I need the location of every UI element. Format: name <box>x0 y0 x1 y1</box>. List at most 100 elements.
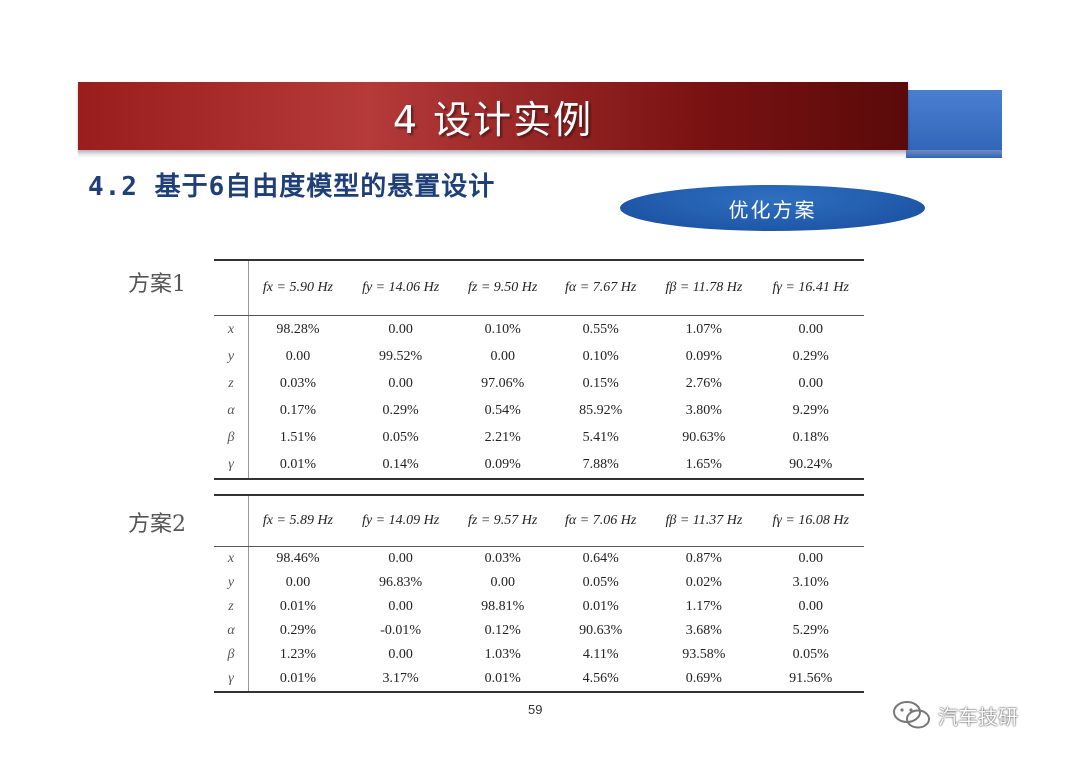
table-cell: 0.05% <box>792 647 829 662</box>
row-label: β <box>214 643 249 667</box>
table-cell: 0.03% <box>279 375 317 391</box>
row-label: x <box>214 315 249 343</box>
header-cell: fα = 7.67 Hz <box>551 259 651 316</box>
table-cell: 0.69% <box>650 667 758 693</box>
table-row: β 1.51% 0.05% 2.21% 5.41% 90.63% 0.18% <box>214 424 864 451</box>
header-cell: fy = 14.06 Hz <box>346 259 455 316</box>
table-row: z 0.01% 0.00 98.81% 0.01% 1.17% 0.00 <box>214 595 864 619</box>
banner-shadow <box>78 150 1002 158</box>
table-corner <box>214 494 249 547</box>
table-cell: 1.03% <box>484 647 521 662</box>
watermark-text: 汽车技研 <box>938 704 1018 729</box>
table-cell: 90.24% <box>757 451 864 480</box>
header-cell: fβ = 11.37 Hz <box>650 494 758 547</box>
slide-title: 4 设计实例 <box>392 97 594 142</box>
table-cell: 0.09% <box>685 348 722 364</box>
table-row: α 0.17% 0.29% 0.54% 85.92% 3.80% 9.29% <box>214 397 864 424</box>
table-cell: 0.00 <box>490 348 515 364</box>
row-label: y <box>214 343 249 370</box>
header-cell: fx = 5.89 Hz <box>248 494 347 547</box>
table-cell: 97.06% <box>481 375 525 391</box>
table-cell: 0.18% <box>792 429 829 445</box>
header-cell: fx = 5.90 Hz <box>248 259 347 316</box>
table-cell: 0.01% <box>454 667 552 693</box>
table-cell: 0.05% <box>582 575 619 590</box>
table-cell: 0.00 <box>388 647 413 662</box>
table-cell: 1.17% <box>685 599 722 614</box>
table-cell: 0.05% <box>382 429 419 445</box>
table-cell: 1.65% <box>650 451 758 480</box>
title-banner <box>78 82 908 150</box>
table-row: x 98.46% 0.00 0.03% 0.64% 0.87% 0.00 <box>214 546 864 571</box>
header-cell: fγ = 16.41 Hz <box>757 259 864 316</box>
table-cell: 0.00 <box>285 575 311 590</box>
table-cell: 99.52% <box>379 348 423 364</box>
row-label: γ <box>214 667 249 693</box>
table-cell: 0.00 <box>388 599 413 614</box>
table-cell: 0.55% <box>582 321 619 337</box>
row-label: γ <box>214 451 249 480</box>
table-cell: 0.29% <box>792 348 829 364</box>
table-cell: 96.83% <box>379 575 423 590</box>
table-cell: 3.17% <box>346 667 455 693</box>
table-cell: 0.01% <box>279 599 317 614</box>
table-cell: 0.54% <box>484 402 521 418</box>
section-heading: 4.2 基于6自由度模型的悬置设计 <box>88 172 496 202</box>
table-cell: 0.00 <box>798 599 823 614</box>
table-cell: 2.21% <box>484 429 521 445</box>
row-label: α <box>214 619 249 643</box>
table-cell: 0.14% <box>346 451 455 480</box>
table-cell: 0.64% <box>582 551 619 566</box>
table-cell: 2.76% <box>685 375 722 391</box>
table-cell: 5.41% <box>582 429 619 445</box>
scheme-1-label: 方案1 <box>128 272 186 297</box>
table-cell: 0.03% <box>484 551 521 566</box>
table-cell: 5.29% <box>792 623 829 638</box>
table-cell: 0.00 <box>490 575 515 590</box>
table-cell: 0.29% <box>279 623 317 638</box>
scheme-1-table: fx = 5.90 Hz fy = 14.06 Hz fz = 9.50 Hz … <box>214 259 864 480</box>
table-cell: 0.02% <box>685 575 722 590</box>
table-cell: 0.29% <box>382 402 419 418</box>
table-cell: 0.00 <box>798 321 823 337</box>
watermark: 汽车技研 <box>892 700 1018 730</box>
table-cell: 90.63% <box>682 429 726 445</box>
scheme-2-table: fx = 5.89 Hz fy = 14.09 Hz fz = 9.57 Hz … <box>214 494 864 693</box>
header-cell: fα = 7.06 Hz <box>551 494 651 547</box>
table-row: y 0.00 99.52% 0.00 0.10% 0.09% 0.29% <box>214 343 864 370</box>
row-label: y <box>214 571 249 595</box>
header-cell: fy = 14.09 Hz <box>346 494 455 547</box>
table-cell: 0.87% <box>685 551 722 566</box>
table-cell: 7.88% <box>551 451 651 480</box>
table-cell: 0.12% <box>484 623 521 638</box>
table-cell: 93.58% <box>682 647 726 662</box>
table-cell: 0.17% <box>279 402 317 418</box>
table-row: y 0.00 96.83% 0.00 0.05% 0.02% 3.10% <box>214 571 864 595</box>
header-cell: fz = 9.50 Hz <box>454 259 552 316</box>
table-cell: 85.92% <box>579 402 623 418</box>
table-cell: -0.01% <box>380 623 422 638</box>
table-cell: 98.28% <box>276 321 320 337</box>
row-label: α <box>214 397 249 424</box>
table-cell: 0.00 <box>388 375 413 391</box>
row-label: z <box>214 370 249 397</box>
table-row: β 1.23% 0.00 1.03% 4.11% 93.58% 0.05% <box>214 643 864 667</box>
table-cell: 98.46% <box>276 551 320 566</box>
table-cell: 0.01% <box>248 451 347 480</box>
table-cell: 0.10% <box>582 348 619 364</box>
wechat-icon <box>893 701 930 729</box>
table-cell: 0.00 <box>388 551 413 566</box>
table-cell: 4.56% <box>551 667 651 693</box>
table-cell: 1.23% <box>279 647 317 662</box>
table-cell: 0.00 <box>388 321 413 337</box>
scheme-2-label: 方案2 <box>128 512 186 537</box>
table-cell: 9.29% <box>792 402 829 418</box>
table-cell: 1.07% <box>685 321 722 337</box>
header-cell: fβ = 11.78 Hz <box>650 259 758 316</box>
table-cell: 3.80% <box>685 402 722 418</box>
row-label: z <box>214 595 249 619</box>
header-cell: fz = 9.57 Hz <box>454 494 552 547</box>
table-cell: 0.15% <box>582 375 619 391</box>
row-label: x <box>214 546 249 571</box>
table-cell: 0.01% <box>248 667 347 693</box>
